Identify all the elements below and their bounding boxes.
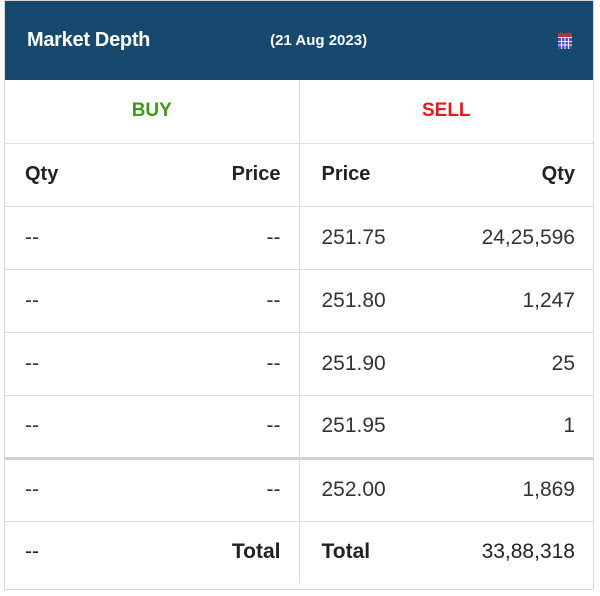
sell-qty-cell: 1,869 [446,456,593,521]
widget-title: Market Depth [27,29,151,51]
buy-qty-cell: -- [5,268,152,332]
buy-price-cell: -- [152,456,299,521]
sell-qty-cell: 1,247 [446,268,593,332]
sell-price-cell: 252.00 [298,456,446,521]
buy-qty-cell: -- [5,331,152,395]
market-depth-widget: Market Depth (21 Aug 2023) BUY SELL Qty … [4,0,594,590]
depth-row: -- -- 252.00 1,869 [5,456,593,521]
buy-qty-cell: -- [5,205,152,269]
calendar-icon[interactable] [557,31,573,50]
sell-qty-header: Qty [446,142,593,206]
buy-qty-cell: -- [5,394,152,458]
depth-row: -- -- 251.95 1 [5,394,593,458]
depth-row: -- -- 251.80 1,247 [5,268,593,332]
sell-qty-cell: 24,25,596 [446,205,593,269]
sell-total-qty: 33,88,318 [446,520,593,583]
sell-total-label: Total [298,520,446,583]
buy-qty-header: Qty [5,142,152,206]
sell-qty-cell: 1 [446,394,593,458]
buy-price-cell: -- [152,394,299,458]
buy-total-label: Total [152,520,299,583]
sell-price-cell: 251.95 [298,394,446,458]
buy-total-qty: -- [5,520,152,583]
column-header-row: Qty Price Price Qty [5,142,593,206]
sell-price-header: Price [298,142,446,206]
depth-row: -- -- 251.90 25 [5,331,593,395]
depth-table: BUY SELL Qty Price Price Qty -- -- 251.7… [5,80,593,583]
sell-label: SELL [298,80,593,143]
sell-price-cell: 251.90 [298,331,446,395]
totals-row: -- Total Total 33,88,318 [5,520,593,583]
buy-label: BUY [131,100,172,122]
sell-price-cell: 251.80 [298,268,446,332]
buy-price-cell: -- [152,268,299,332]
buy-price-cell: -- [152,205,299,269]
market-depth-header: Market Depth (21 Aug 2023) [5,1,593,80]
side-labels-row: BUY SELL [5,80,593,143]
depth-row: -- -- 251.75 24,25,596 [5,205,593,269]
buy-price-header: Price [152,142,299,206]
depth-date: (21 Aug 2023) [270,32,368,49]
buy-qty-cell: -- [5,456,152,521]
sell-price-cell: 251.75 [298,205,446,269]
buy-price-cell: -- [152,331,299,395]
sell-qty-cell: 25 [446,331,593,395]
